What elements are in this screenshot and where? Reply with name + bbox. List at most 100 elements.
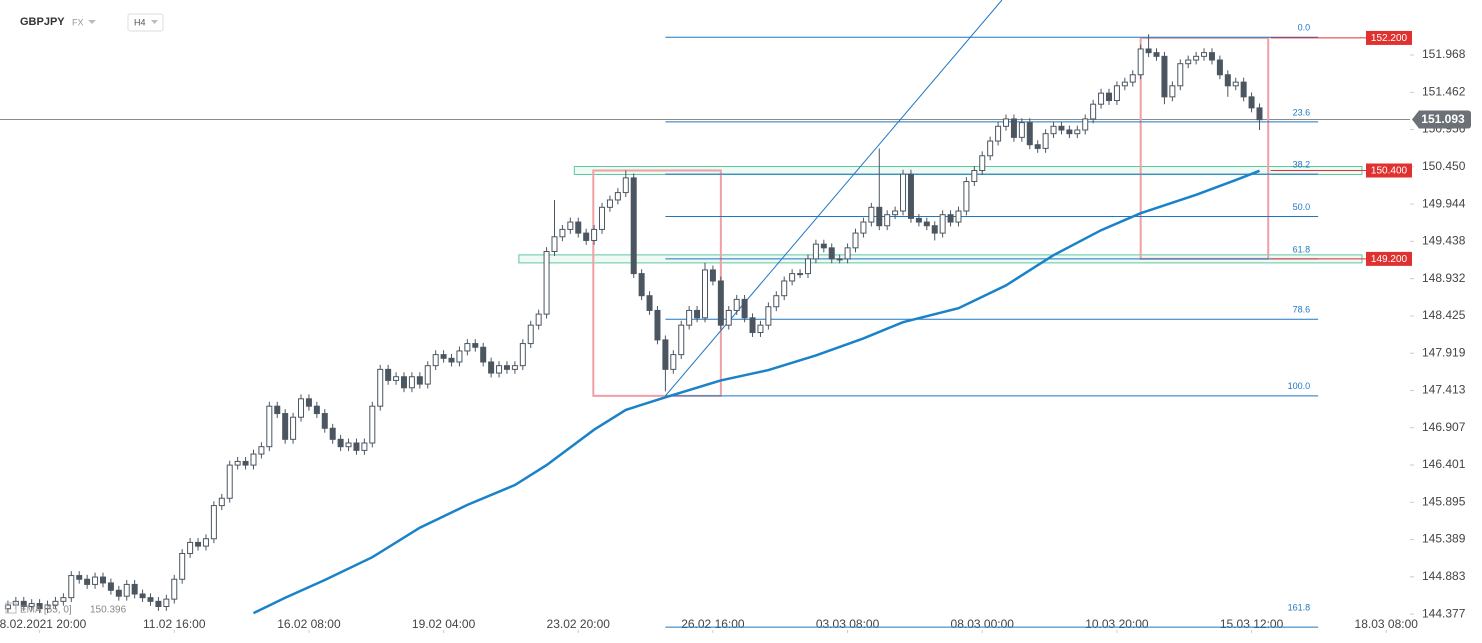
candle-body bbox=[147, 597, 154, 602]
candle-body bbox=[107, 582, 114, 591]
level-label: 150.400 bbox=[1371, 166, 1408, 177]
candle-body bbox=[36, 603, 43, 610]
candle-body bbox=[654, 309, 661, 341]
candle-body bbox=[939, 214, 946, 234]
candle-body bbox=[804, 258, 811, 275]
candle-body bbox=[987, 140, 994, 157]
candle-body bbox=[92, 576, 99, 585]
y-tick-label: 145.389 bbox=[1422, 532, 1466, 546]
candle-body bbox=[789, 273, 796, 282]
candle-body bbox=[1026, 122, 1033, 146]
candle-body bbox=[329, 427, 336, 440]
fib-label: 38.2 bbox=[1293, 160, 1311, 170]
candle-body bbox=[599, 206, 606, 230]
candle-body bbox=[1050, 125, 1057, 135]
candle-body bbox=[1137, 48, 1144, 76]
fib-label: 50.0 bbox=[1293, 202, 1311, 212]
candle-body bbox=[369, 405, 376, 444]
timeframe-box[interactable] bbox=[127, 13, 164, 32]
candle-body bbox=[20, 600, 27, 608]
candle-body bbox=[646, 295, 653, 311]
y-tick-label: 144.883 bbox=[1422, 569, 1466, 583]
candle-body bbox=[923, 221, 930, 227]
y-tick-label: 151.968 bbox=[1422, 47, 1466, 61]
candle-body bbox=[1129, 74, 1136, 83]
y-tick-label: 149.438 bbox=[1422, 234, 1466, 248]
candle-body bbox=[305, 398, 312, 407]
candle-body bbox=[575, 221, 582, 234]
candle-body bbox=[749, 317, 756, 334]
candle-body bbox=[955, 210, 962, 223]
candle-body bbox=[559, 228, 566, 238]
candle-body bbox=[820, 243, 827, 249]
candle-body bbox=[99, 576, 106, 584]
candle-body bbox=[250, 453, 257, 466]
candle-body bbox=[313, 405, 320, 415]
candle-body bbox=[68, 575, 75, 599]
candle-body bbox=[583, 232, 590, 241]
candle-body bbox=[527, 324, 534, 345]
candle-body bbox=[725, 309, 732, 326]
candle-body bbox=[1193, 55, 1200, 61]
candle-body bbox=[591, 228, 598, 241]
candle-body bbox=[242, 460, 249, 466]
candle-body bbox=[1177, 63, 1184, 87]
candle-body bbox=[931, 225, 938, 234]
level-tag bbox=[1366, 251, 1412, 266]
candle-body bbox=[892, 210, 899, 216]
candle-body bbox=[1121, 81, 1128, 87]
timeframe-caret[interactable] bbox=[151, 20, 158, 24]
candle-body bbox=[400, 376, 407, 389]
candle-body bbox=[123, 583, 130, 597]
current-price-label: 151.093 bbox=[1421, 112, 1465, 126]
candle-body bbox=[1185, 59, 1192, 65]
candle-body bbox=[480, 346, 487, 363]
candle-body bbox=[1232, 81, 1239, 87]
candle-body bbox=[226, 464, 233, 499]
candle-body bbox=[195, 541, 202, 547]
candle-body bbox=[424, 365, 431, 385]
candle-body bbox=[1010, 118, 1017, 138]
y-tick-label: 148.932 bbox=[1422, 271, 1466, 285]
candle-body bbox=[60, 597, 67, 602]
candle-body bbox=[131, 583, 138, 595]
legend-value: 150.396 bbox=[90, 605, 127, 616]
candle-body bbox=[519, 343, 526, 367]
fib-label: 78.6 bbox=[1293, 305, 1311, 315]
candle-body bbox=[773, 295, 780, 308]
candle-body bbox=[860, 221, 867, 234]
x-tick-label: 19.02 04:00 bbox=[412, 617, 476, 631]
x-tick-label: 08.02.2021 20:00 bbox=[0, 617, 87, 631]
candle-body bbox=[84, 578, 91, 585]
candle-body bbox=[282, 413, 289, 440]
y-tick-label: 151.462 bbox=[1422, 84, 1466, 98]
candle-body bbox=[202, 538, 209, 547]
candle-body bbox=[551, 236, 558, 253]
x-tick-label: 26.02 16:00 bbox=[681, 617, 745, 631]
candle-body bbox=[1034, 144, 1041, 149]
timeframe[interactable]: H4 bbox=[134, 17, 146, 27]
x-tick-label: 18.03 08:00 bbox=[1355, 617, 1419, 631]
candle-body bbox=[488, 361, 495, 374]
candle-body bbox=[543, 251, 550, 315]
x-tick-label: 16.02 08:00 bbox=[277, 617, 341, 631]
candle-body bbox=[622, 177, 629, 194]
candle-body bbox=[1201, 52, 1208, 57]
candle-body bbox=[353, 442, 360, 451]
x-tick-label: 08.03 00:00 bbox=[951, 617, 1015, 631]
candle-body bbox=[694, 309, 701, 319]
candle-body bbox=[337, 438, 344, 448]
candle-body bbox=[606, 199, 613, 208]
candle-body bbox=[416, 376, 423, 385]
candle-body bbox=[915, 217, 922, 223]
fib-label: 23.6 bbox=[1293, 107, 1311, 117]
candle-body bbox=[1169, 85, 1176, 98]
candle-body bbox=[52, 600, 59, 606]
fib-label: 61.8 bbox=[1293, 244, 1311, 254]
market-caret[interactable] bbox=[88, 20, 96, 24]
candle-body bbox=[741, 298, 748, 319]
candle-body bbox=[179, 552, 186, 580]
candle-body bbox=[678, 324, 685, 356]
y-tick-label: 146.401 bbox=[1422, 457, 1466, 471]
candle-body bbox=[139, 593, 146, 599]
